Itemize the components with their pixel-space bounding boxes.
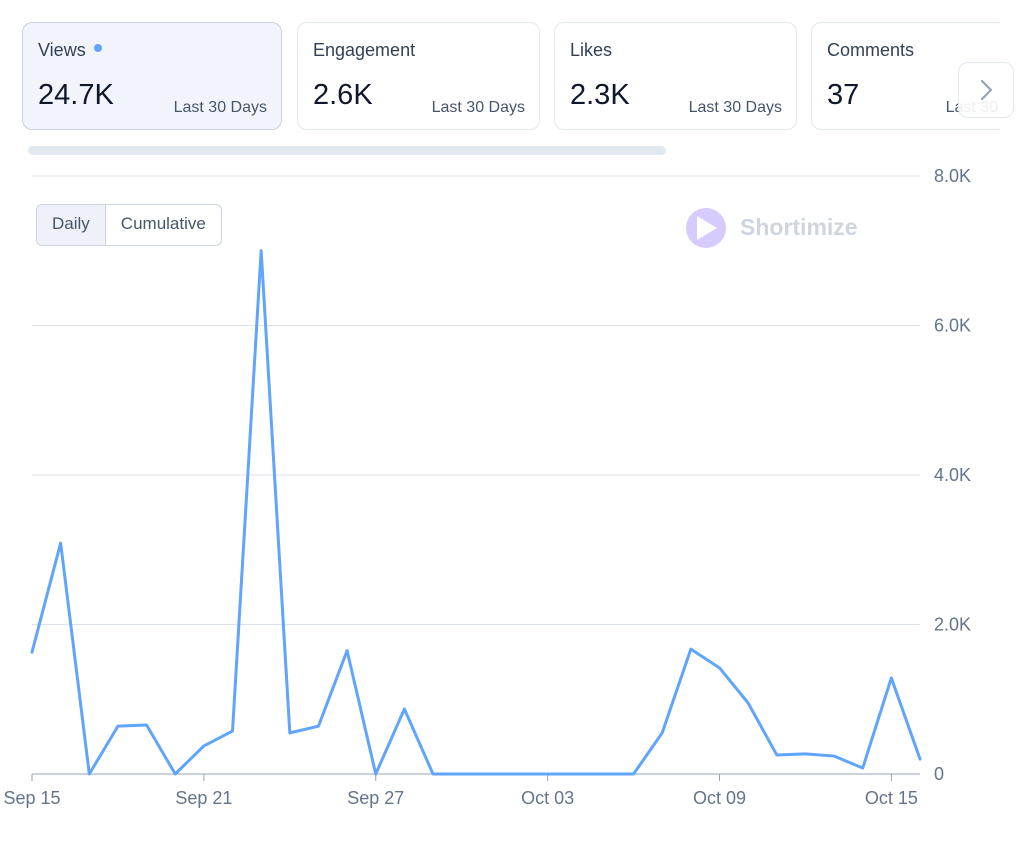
watermark: Shortimize <box>686 208 858 248</box>
line-series <box>30 249 922 776</box>
card-value: 24.7K <box>38 79 114 111</box>
x-tick-label: Oct 15 <box>865 788 918 808</box>
card-label: Views <box>38 40 102 61</box>
x-tick-label: Oct 03 <box>521 788 574 808</box>
metric-card[interactable]: Views 24.7K Last 30 Days <box>22 22 282 130</box>
toggle-cumulative[interactable]: Cumulative <box>120 214 206 233</box>
scrollbar[interactable] <box>28 146 666 155</box>
metric-cards: Views 24.7K Last 30 Days Engagement 2.6K… <box>22 22 1000 134</box>
x-tick-label: Sep 27 <box>347 788 404 808</box>
watermark-icon-play <box>697 216 717 240</box>
toggle-daily[interactable]: Daily <box>37 205 106 245</box>
card-label: Likes <box>570 40 613 60</box>
card-value: 37 <box>827 79 860 111</box>
card-label: Comments <box>827 40 915 60</box>
card-label: Engagement <box>313 40 416 60</box>
card-label-text: Views <box>38 40 86 60</box>
watermark-text: Shortimize <box>740 214 858 240</box>
x-tick-label: Oct 09 <box>693 788 746 808</box>
y-tick-label: 8.0K <box>934 166 971 186</box>
card-period: Last 30 Days <box>431 99 525 116</box>
watermark-icon <box>686 208 726 248</box>
card-value: 2.6K <box>313 79 373 111</box>
card-period: Last 30 Days <box>688 99 782 116</box>
active-dot <box>93 44 102 52</box>
next-button[interactable] <box>958 62 1014 118</box>
x-tick-label: Sep 15 <box>3 788 60 808</box>
card-value: 2.3K <box>570 79 630 111</box>
x-tick-label: Sep 21 <box>175 788 232 808</box>
y-tick-label: 2.0K <box>934 614 971 634</box>
y-tick-label: 6.0K <box>934 315 971 335</box>
chevron-icon <box>980 79 993 101</box>
metric-card[interactable]: Engagement 2.6K Last 30 Days <box>297 22 540 130</box>
y-tick-label: 0 <box>934 764 944 784</box>
view-toggle: Daily Cumulative <box>36 204 222 246</box>
card-period: Last 30 Days <box>173 99 267 116</box>
metric-card[interactable]: Likes 2.3K Last 30 Days <box>554 22 797 130</box>
y-tick-label: 4.0K <box>934 465 971 485</box>
